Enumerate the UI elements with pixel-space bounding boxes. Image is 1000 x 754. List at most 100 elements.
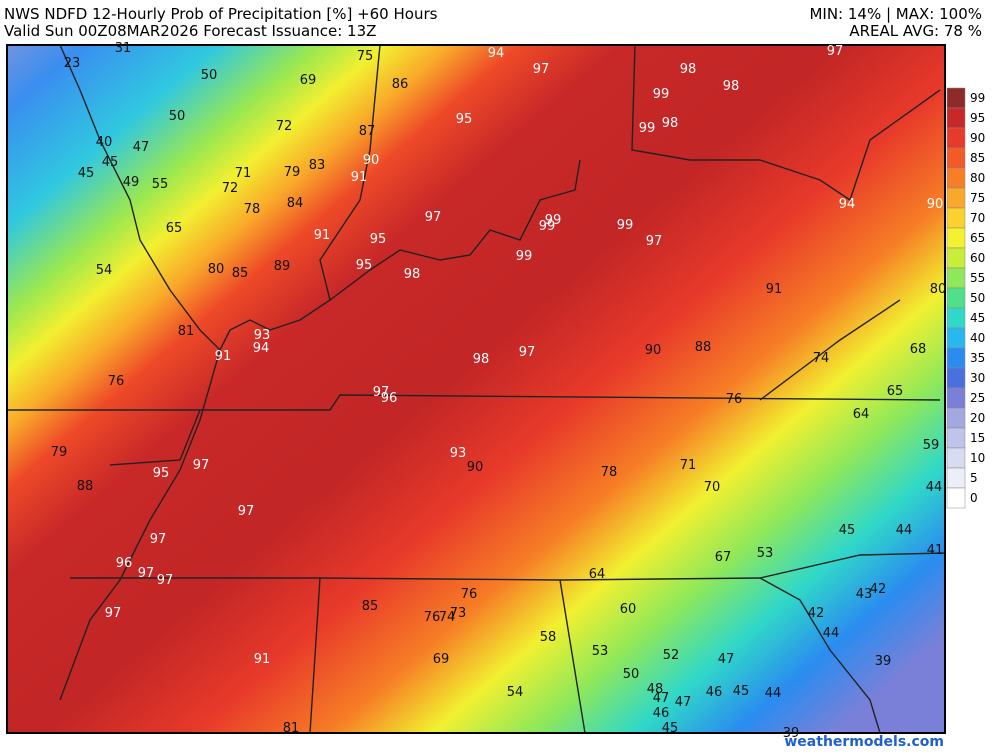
point-value: 44 [926, 480, 943, 495]
point-value: 97 [150, 532, 167, 547]
point-value: 65 [887, 384, 904, 399]
point-value: 80 [930, 282, 947, 297]
legend-label: 80 [970, 171, 985, 185]
point-value: 50 [623, 667, 640, 682]
state-borders [7, 44, 946, 734]
legend-swatch [946, 147, 966, 169]
point-value: 94 [253, 341, 270, 356]
point-value: 76 [726, 392, 743, 407]
point-value: 69 [300, 73, 317, 88]
point-value: 86 [392, 77, 409, 92]
point-value: 90 [467, 460, 484, 475]
point-value: 90 [927, 197, 944, 212]
legend-label: 99 [970, 91, 985, 105]
legend-label: 85 [970, 151, 985, 165]
point-value: 40 [96, 135, 113, 150]
legend-swatch [946, 387, 966, 409]
point-value: 97 [138, 566, 155, 581]
point-value: 54 [96, 263, 113, 278]
point-value: 71 [680, 458, 697, 473]
point-value: 97 [425, 210, 442, 225]
map-frame [6, 44, 946, 734]
point-value: 45 [839, 523, 856, 538]
point-value: 60 [620, 602, 637, 617]
point-value: 93 [254, 328, 271, 343]
legend-label: 45 [970, 311, 985, 325]
point-value: 99 [539, 219, 556, 234]
point-value: 42 [808, 606, 825, 621]
point-value: 95 [370, 232, 387, 247]
point-value: 45 [78, 166, 95, 181]
point-value: 79 [51, 445, 68, 460]
point-value: 93 [450, 446, 467, 461]
point-value: 99 [545, 213, 562, 228]
point-value: 84 [287, 196, 304, 211]
point-value: 67 [715, 550, 732, 565]
point-value: 44 [896, 523, 913, 538]
point-value: 90 [363, 153, 380, 168]
legend-label: 35 [970, 351, 985, 365]
point-value: 70 [704, 480, 721, 495]
point-value: 98 [680, 62, 697, 77]
point-value: 69 [433, 652, 450, 667]
point-value: 91 [766, 282, 783, 297]
point-value: 49 [123, 175, 140, 190]
point-value: 80 [208, 262, 225, 277]
point-value: 50 [169, 109, 186, 124]
point-value: 76 [108, 374, 125, 389]
point-value: 75 [357, 49, 374, 64]
point-value: 97 [193, 458, 210, 473]
point-value: 96 [381, 391, 398, 406]
point-value: 46 [706, 685, 723, 700]
legend-swatch [946, 327, 966, 349]
legend-label: 30 [970, 371, 985, 385]
point-value: 88 [77, 479, 94, 494]
legend-label: 70 [970, 211, 985, 225]
point-value: 52 [663, 648, 680, 663]
point-value: 91 [254, 652, 271, 667]
point-value: 88 [695, 340, 712, 355]
legend-swatch [946, 487, 966, 509]
legend-swatch [946, 187, 966, 209]
point-value: 76 [461, 587, 478, 602]
point-value: 54 [507, 685, 524, 700]
point-value: 73 [450, 606, 467, 621]
point-value: 99 [639, 121, 656, 136]
areal-avg: AREAL AVG: 78 % [849, 22, 982, 40]
point-value: 74 [439, 610, 456, 625]
point-value: 99 [617, 218, 634, 233]
legend-swatch [946, 207, 966, 229]
legend-label: 55 [970, 271, 985, 285]
point-value: 45 [733, 684, 750, 699]
point-value: 64 [589, 567, 606, 582]
point-value: 72 [276, 119, 293, 134]
legend-label: 20 [970, 411, 985, 425]
point-value: 91 [215, 349, 232, 364]
point-value: 97 [105, 606, 122, 621]
legend-swatch [946, 447, 966, 469]
legend-label: 15 [970, 431, 985, 445]
point-value: 48 [647, 682, 664, 697]
point-value: 41 [927, 543, 944, 558]
point-value: 95 [356, 258, 373, 273]
legend-label: 90 [970, 131, 985, 145]
point-value: 31 [115, 41, 132, 56]
point-value: 55 [152, 177, 169, 192]
legend-swatch [946, 127, 966, 149]
title: NWS NDFD 12-Hourly Prob of Precipitation… [4, 5, 438, 23]
point-value: 95 [456, 112, 473, 127]
legend-label: 65 [970, 231, 985, 245]
point-value: 39 [783, 726, 800, 741]
point-value: 97 [238, 504, 255, 519]
point-value: 97 [373, 385, 390, 400]
legend-label: 75 [970, 191, 985, 205]
legend-label: 10 [970, 451, 985, 465]
point-value: 44 [765, 686, 782, 701]
legend-label: 25 [970, 391, 985, 405]
legend-swatch [946, 107, 966, 129]
point-value: 53 [592, 644, 609, 659]
legend-swatch [946, 87, 966, 109]
legend-label: 95 [970, 111, 985, 125]
point-value: 89 [274, 259, 291, 274]
